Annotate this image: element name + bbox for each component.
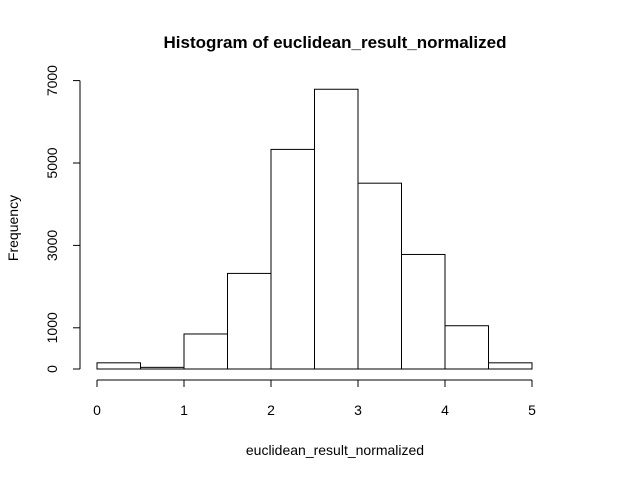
x-tick-label: 4 [441,402,449,418]
y-tick-label: 5000 [44,147,60,178]
histogram-bar-3 [227,272,272,370]
y-tick-label: 1000 [44,312,60,343]
x-tick-label: 1 [180,402,188,418]
bars-group [96,88,533,370]
y-axis-label: Frequency [5,195,21,261]
histogram-bar-2 [183,333,228,370]
histogram-bar-5 [314,88,359,370]
y-axis: 0 1000 3000 5000 7000 [44,65,81,373]
histogram-bar-6 [357,182,402,370]
histogram-bar-7 [401,253,446,370]
chart-title: Histogram of euclidean_result_normalized [164,33,507,52]
x-axis-label: euclidean_result_normalized [246,442,424,458]
y-tick-label: 7000 [44,65,60,96]
y-tick-label: 0 [44,365,60,373]
histogram-bar-9 [488,362,533,370]
histogram-bar-1 [140,366,185,370]
x-tick-label: 5 [528,402,536,418]
histogram-bar-4 [270,148,315,370]
histogram-bar-8 [444,325,489,370]
y-tick-label: 3000 [44,230,60,261]
x-tick-label: 0 [93,402,101,418]
x-tick-label: 2 [267,402,275,418]
x-tick-label: 3 [354,402,362,418]
histogram-bar-0 [96,362,141,370]
x-axis: 0 1 2 3 4 5 [93,379,536,418]
